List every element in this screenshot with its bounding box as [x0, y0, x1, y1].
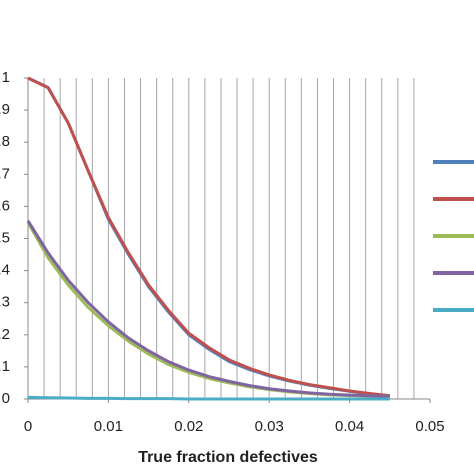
series-line	[27, 76, 390, 398]
y-tick-label: 0.4	[0, 262, 10, 279]
y-tick-label: 0.3	[0, 294, 10, 311]
y-tick-label: 0	[2, 390, 10, 407]
series-line	[26, 220, 390, 398]
y-tick-label: 0.6	[0, 197, 10, 214]
y-tick-label: 0.8	[0, 133, 10, 150]
x-tick-label: 0.05	[415, 418, 444, 435]
x-tick-label: 0.01	[94, 418, 123, 435]
y-tick-label: 0.5	[0, 229, 10, 246]
y-tick-label: 0.1	[0, 358, 10, 375]
x-axis-label: True fraction defectives	[138, 449, 318, 466]
x-tick-label: 0.02	[174, 418, 203, 435]
y-tick-label: 0.9	[0, 101, 10, 118]
x-tick-label: 0.04	[335, 418, 364, 435]
series-line	[26, 221, 390, 398]
x-tick-label: 0	[24, 418, 32, 435]
x-tick-label: 0.03	[255, 418, 284, 435]
y-tick-label: 0.2	[0, 326, 10, 343]
series-line	[27, 395, 390, 401]
y-tick-label: 1	[2, 69, 10, 86]
y-tick-label: 0.7	[0, 165, 10, 182]
